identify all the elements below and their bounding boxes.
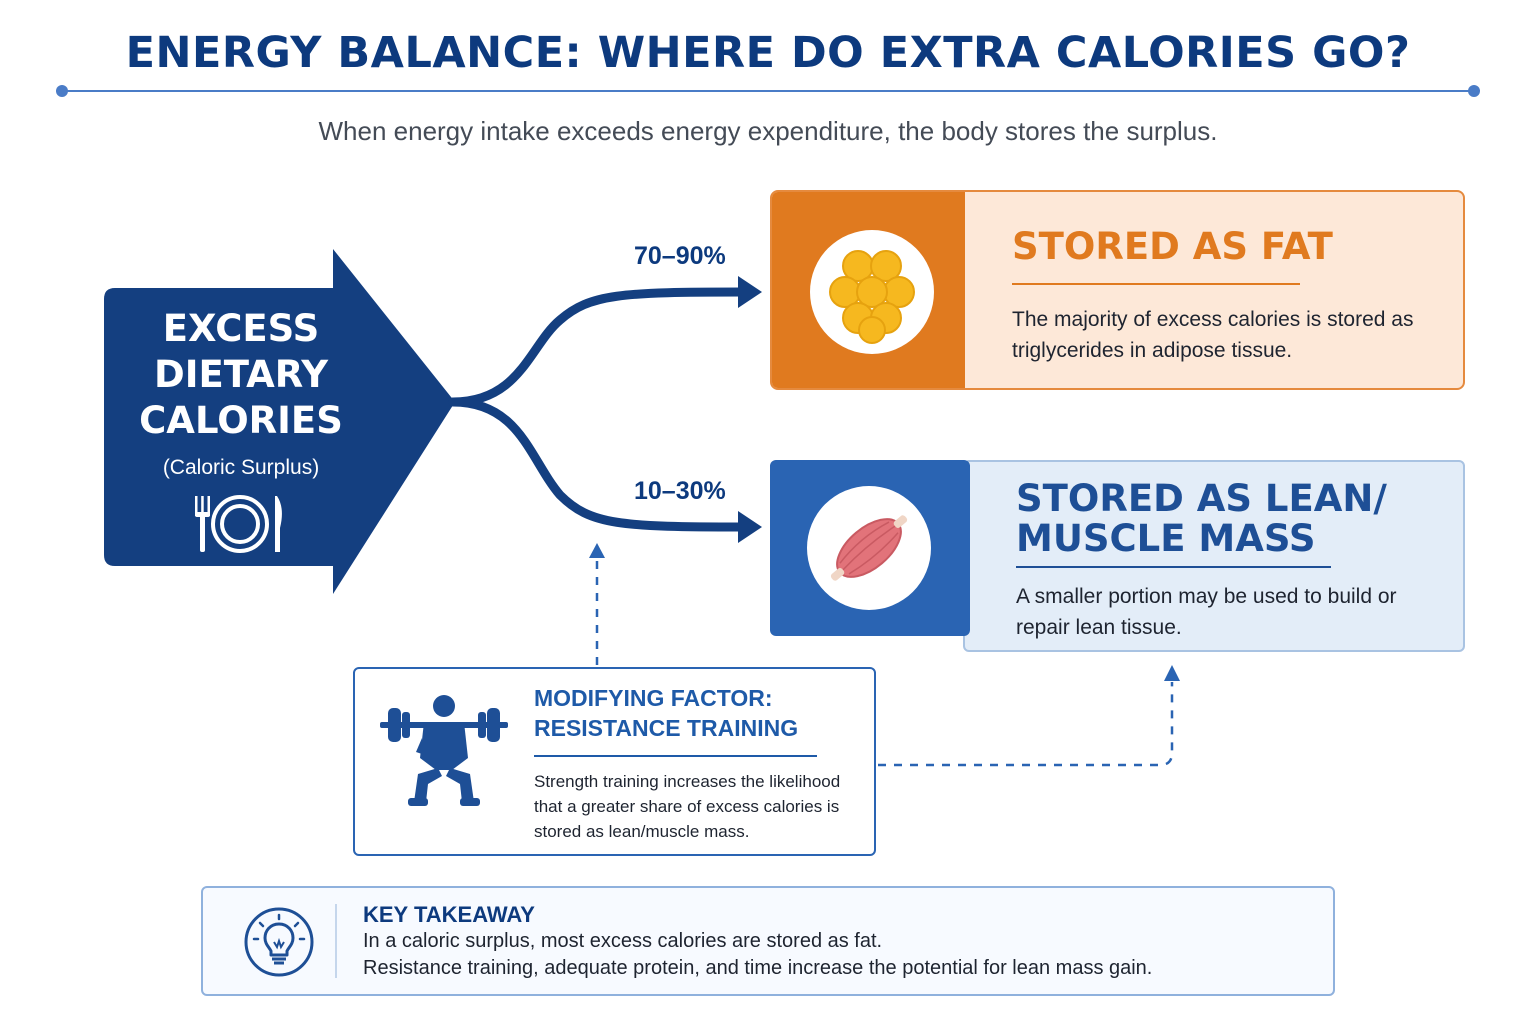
weightlifter-icon bbox=[380, 695, 508, 806]
source-subtitle: (Caloric Surplus) bbox=[162, 456, 320, 479]
lean-icon-panel bbox=[770, 460, 970, 636]
fat-description: The majority of excess calories is store… bbox=[1012, 308, 1414, 362]
fat-title: STORED AS FAT bbox=[1012, 225, 1333, 268]
modifier-title-line-2: RESISTANCE TRAINING bbox=[534, 715, 799, 741]
source-title-line-1: EXCESS bbox=[162, 307, 320, 350]
source-title-line-3: CALORIES bbox=[139, 399, 343, 442]
lean-branch-arrowhead bbox=[738, 511, 762, 543]
key-takeaway-line-2: Resistance training, adequate protein, a… bbox=[363, 957, 1153, 979]
lean-branch-line bbox=[448, 397, 750, 532]
fat-icon-panel bbox=[772, 192, 965, 388]
fat-branch-line bbox=[448, 287, 750, 407]
lightbulb-icon bbox=[244, 907, 314, 977]
modifier-right-arrowhead bbox=[1164, 665, 1180, 681]
lean-icon-circle bbox=[807, 486, 931, 610]
modifier-right-dashed-line bbox=[878, 682, 1174, 767]
plate-utensils-icon bbox=[195, 495, 282, 553]
modifier-title-line-1: MODIFYING FACTOR: bbox=[534, 685, 773, 711]
page-subtitle: When energy intake exceeds energy expend… bbox=[318, 116, 1218, 146]
title-rule-left-dot bbox=[56, 85, 68, 97]
modifier-title-rule bbox=[534, 755, 817, 757]
fat-cells-icon bbox=[829, 250, 915, 344]
modifier-up-arrowhead bbox=[589, 543, 605, 558]
page-title: ENERGY BALANCE: WHERE DO EXTRA CALORIES … bbox=[125, 28, 1411, 78]
source-arrow-shape bbox=[104, 249, 455, 594]
lean-title-line-1: STORED AS LEAN/ bbox=[1016, 477, 1387, 520]
source-title-line-2: DIETARY bbox=[153, 353, 328, 396]
key-takeaway-card bbox=[201, 886, 1335, 996]
fat-percentage: 70–90% bbox=[634, 242, 726, 270]
key-takeaway-divider bbox=[335, 904, 337, 978]
fat-icon-circle bbox=[810, 230, 934, 354]
key-takeaway-title: KEY TAKEAWAY bbox=[363, 902, 535, 927]
lean-title-rule bbox=[1016, 566, 1331, 568]
lean-description: A smaller portion may be used to build o… bbox=[1016, 585, 1397, 639]
fat-storage-card bbox=[770, 190, 1465, 390]
lean-title-line-2: MUSCLE MASS bbox=[1016, 517, 1316, 560]
fat-branch-arrowhead bbox=[738, 276, 762, 308]
modifier-description: Strength training increases the likeliho… bbox=[534, 772, 841, 841]
key-takeaway-line-1: In a caloric surplus, most excess calori… bbox=[363, 930, 883, 952]
fat-title-rule bbox=[1012, 283, 1300, 285]
title-rule-right-dot bbox=[1468, 85, 1480, 97]
muscle-icon bbox=[830, 515, 908, 581]
lean-percentage: 10–30% bbox=[634, 477, 726, 505]
